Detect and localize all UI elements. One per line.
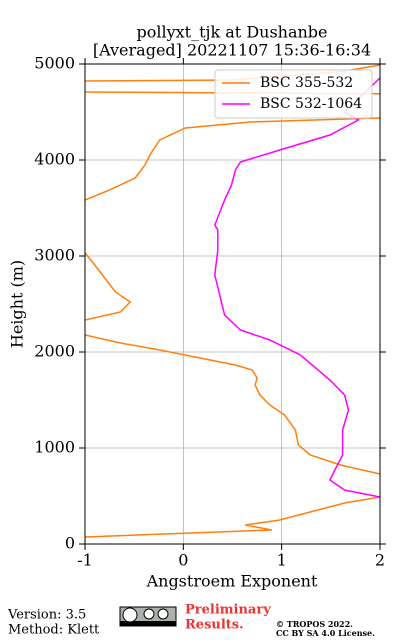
x-tick-label: 0 [178, 551, 188, 570]
plot-frame [84, 63, 381, 545]
y-tick-label: 1000 [34, 438, 75, 457]
x-tick-label: 1 [277, 551, 287, 570]
footer-version: Version: 3.5 [7, 608, 86, 623]
x-axis-label: Angstroem Exponent [146, 572, 318, 591]
preliminary-text: Preliminary [185, 603, 271, 618]
copyright: © TROPOS 2022. [276, 619, 353, 629]
legend-box [214, 69, 373, 119]
cc-badge [119, 606, 177, 627]
license: CC BY SA 4.0 License. [276, 628, 375, 638]
preliminary-text: Results. [185, 618, 244, 633]
data-line [85, 64, 380, 538]
x-tick-label: 2 [375, 551, 385, 570]
data-line [213, 77, 380, 498]
chart-subtitle: [Averaged] 20221107 15:36-16:34 [93, 41, 371, 60]
y-tick-label: 2000 [34, 342, 75, 361]
chart-title: pollyxt_tjk at Dushanbe [136, 23, 327, 42]
x-tick-label: -1 [77, 551, 93, 570]
legend-label: BSC 355-532 [260, 75, 353, 91]
y-axis-label: Height (m) [8, 260, 27, 348]
legend-label: BSC 532-1064 [260, 96, 362, 112]
y-tick-label: 4000 [34, 150, 75, 169]
y-tick-label: 3000 [34, 246, 75, 265]
y-tick-label: 5000 [34, 54, 75, 73]
footer-method: Method: Klett [8, 623, 100, 638]
y-tick-label: 0 [65, 534, 75, 553]
